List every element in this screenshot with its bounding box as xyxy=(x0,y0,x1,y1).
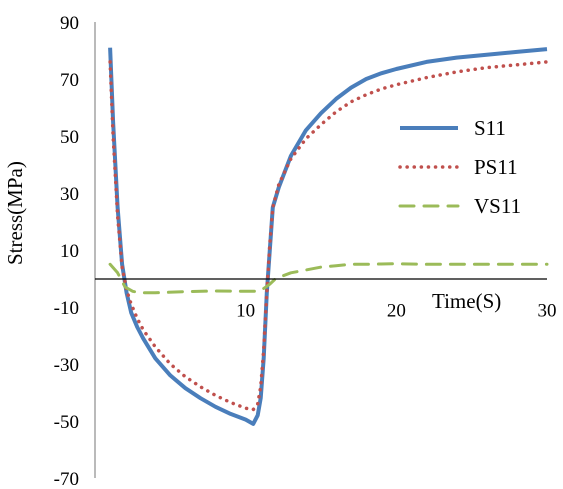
y-tick-labels: 90 70 50 30 10 -10 -30 -50 -70 xyxy=(54,13,79,489)
plot-series xyxy=(108,47,549,426)
y-tick-label: -30 xyxy=(54,355,79,376)
y-axis-title: Stress(MPa) xyxy=(3,161,27,265)
legend: S11 PS11 VS11 xyxy=(398,116,521,218)
y-tick-label: -10 xyxy=(54,298,79,319)
legend-label-vs11: VS11 xyxy=(474,194,521,218)
x-tick-label: 20 xyxy=(387,301,406,322)
y-tick-label: 50 xyxy=(60,127,79,148)
series-line-ps11 xyxy=(108,60,549,412)
y-tick-label: -70 xyxy=(54,469,79,489)
y-tick-label: 10 xyxy=(60,241,79,262)
y-tick-label: 90 xyxy=(60,13,79,34)
y-tick-label: 70 xyxy=(60,70,79,91)
y-tick-label: -50 xyxy=(54,412,79,433)
x-tick-labels: 10 20 30 xyxy=(236,301,556,322)
x-tick-label: 30 xyxy=(538,301,557,322)
series-line-s11 xyxy=(108,47,548,426)
legend-label-ps11: PS11 xyxy=(474,155,518,179)
x-axis-title: Time(S) xyxy=(432,289,501,313)
y-tick-label: 30 xyxy=(60,184,79,205)
x-tick-label: 10 xyxy=(236,301,255,322)
legend-label-s11: S11 xyxy=(474,116,506,140)
series-line-vs11 xyxy=(108,262,549,295)
